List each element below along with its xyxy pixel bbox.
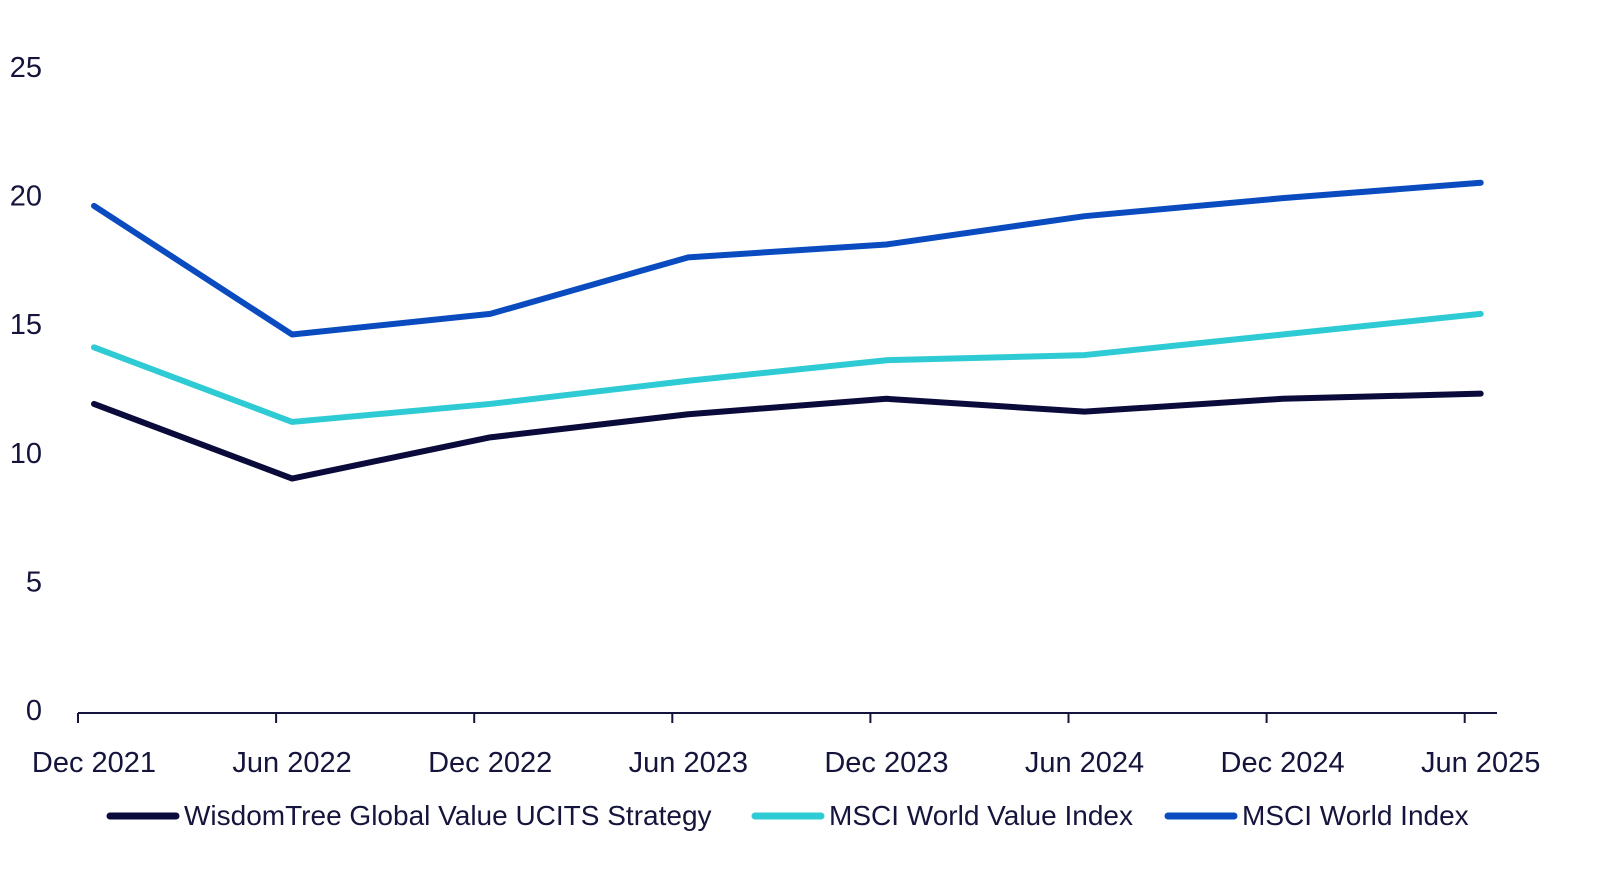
series-line-2 bbox=[91, 179, 1484, 338]
y-tick-label: 0 bbox=[26, 695, 42, 727]
x-axis: Dec 2021 Jun 2022 Dec 2022 Jun 2023 Dec 2023… bbox=[32, 712, 1540, 779]
series-lines bbox=[91, 179, 1484, 482]
legend-item: WisdomTree Global Value UCITS Strategy bbox=[106, 800, 712, 831]
x-tick-label: Dec 2023 bbox=[824, 747, 948, 779]
y-tick-label: 15 bbox=[10, 309, 42, 341]
legend-label: MSCI World Index bbox=[1242, 800, 1469, 831]
y-tick-label: 5 bbox=[26, 566, 42, 598]
series-line-1 bbox=[91, 310, 1484, 425]
series-line-0 bbox=[91, 390, 1484, 482]
x-tick-label: Jun 2024 bbox=[1025, 747, 1144, 779]
x-tick-label: Dec 2022 bbox=[428, 747, 552, 779]
y-axis: 0 5 10 15 20 25 bbox=[10, 52, 42, 727]
y-tick-label: 10 bbox=[10, 438, 42, 470]
y-tick-label: 20 bbox=[10, 181, 42, 213]
x-tick-label: Jun 2025 bbox=[1421, 747, 1540, 779]
legend: WisdomTree Global Value UCITS Strategy MS… bbox=[106, 800, 1469, 831]
y-tick-label: 25 bbox=[10, 52, 42, 84]
legend-item: MSCI World Value Index bbox=[751, 800, 1133, 831]
x-tick-label: Jun 2023 bbox=[629, 747, 748, 779]
legend-item: MSCI World Index bbox=[1164, 800, 1469, 831]
x-tick-label: Dec 2024 bbox=[1221, 747, 1345, 779]
legend-label: WisdomTree Global Value UCITS Strategy bbox=[184, 800, 712, 831]
x-tick-label: Dec 2021 bbox=[32, 747, 156, 779]
legend-label: MSCI World Value Index bbox=[829, 800, 1133, 831]
x-tick-label: Jun 2022 bbox=[232, 747, 351, 779]
